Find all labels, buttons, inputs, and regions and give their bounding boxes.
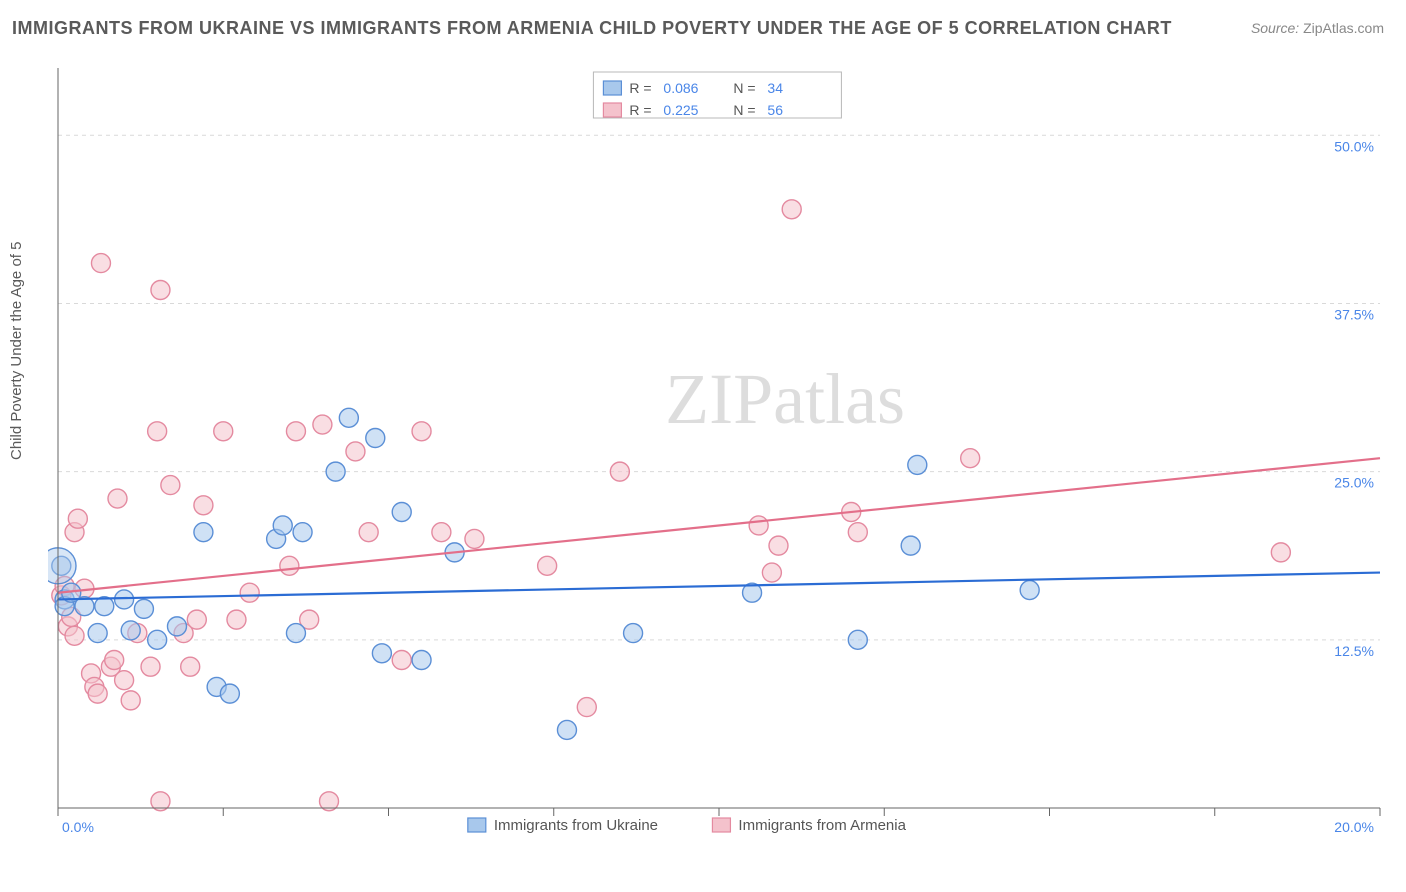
data-point-armenia [121,691,140,710]
data-point-ukraine [372,644,391,663]
bottom-legend-swatch-ukraine [468,818,486,832]
legend-n-label: N = [733,102,755,118]
y-tick-label: 25.0% [1334,475,1374,491]
x-tick-label: 20.0% [1334,819,1374,835]
data-point-armenia [108,489,127,508]
data-point-armenia [1271,543,1290,562]
data-point-armenia [392,651,411,670]
data-point-armenia [181,657,200,676]
data-point-armenia [610,462,629,481]
data-point-armenia [151,281,170,300]
data-point-armenia [749,516,768,535]
data-point-ukraine [557,720,576,739]
data-point-ukraine [901,536,920,555]
data-point-armenia [432,523,451,542]
chart-area: 12.5% 25.0% 37.5% 50.0% 0.0% 20.0% ZIPatlas R =… [48,60,1388,840]
bottom-legend-swatch-armenia [712,818,730,832]
data-point-armenia [346,442,365,461]
data-point-ukraine-large [48,548,76,584]
data-point-armenia [240,583,259,602]
data-point-armenia [577,698,596,717]
data-point-armenia [91,254,110,273]
data-point-ukraine [148,630,167,649]
legend-n-value: 56 [767,102,783,118]
data-point-armenia [148,422,167,441]
data-point-armenia [286,422,305,441]
legend-swatch-ukraine [603,81,621,95]
data-point-armenia [187,610,206,629]
source-value: ZipAtlas.com [1303,20,1384,36]
legend-n-label: N = [733,80,755,96]
data-point-armenia [65,626,84,645]
legend-n-value: 34 [767,80,783,96]
data-point-armenia [227,610,246,629]
data-point-ukraine [1020,581,1039,600]
y-axis-label: Child Poverty Under the Age of 5 [8,242,25,460]
chart-title: IMMIGRANTS FROM UKRAINE VS IMMIGRANTS FR… [12,18,1172,39]
source-credit: Source: ZipAtlas.com [1251,20,1384,36]
legend-r-label: R = [629,80,651,96]
legend-r-label: R = [629,102,651,118]
source-label: Source: [1251,20,1299,36]
data-point-armenia [762,563,781,582]
x-tick-label: 0.0% [62,819,94,835]
data-point-armenia [465,529,484,548]
data-point-ukraine [88,624,107,643]
data-point-ukraine [412,651,431,670]
data-point-armenia [88,684,107,703]
data-point-ukraine [194,523,213,542]
data-point-armenia [769,536,788,555]
data-point-ukraine [624,624,643,643]
legend-swatch-armenia [603,103,621,117]
legend-r-value: 0.225 [663,102,698,118]
legend-r-value: 0.086 [663,80,698,96]
y-tick-label: 37.5% [1334,306,1374,322]
data-point-armenia [115,671,134,690]
data-point-armenia [68,509,87,528]
data-point-ukraine [848,630,867,649]
data-point-ukraine [908,455,927,474]
data-point-armenia [105,651,124,670]
data-point-armenia [782,200,801,219]
data-point-armenia [280,556,299,575]
scatter-chart: 12.5% 25.0% 37.5% 50.0% 0.0% 20.0% ZIPatlas R =… [48,60,1388,840]
data-point-armenia [359,523,378,542]
data-point-armenia [141,657,160,676]
data-point-armenia [538,556,557,575]
data-point-ukraine [326,462,345,481]
data-point-armenia [161,476,180,495]
trendline-armenia [58,458,1380,593]
data-point-ukraine [121,621,140,640]
bottom-legend-label-ukraine: Immigrants from Ukraine [494,817,658,834]
data-point-armenia [848,523,867,542]
data-point-ukraine [286,624,305,643]
data-point-ukraine [366,429,385,448]
data-point-armenia [412,422,431,441]
data-point-armenia [961,449,980,468]
data-point-ukraine [134,599,153,618]
data-point-ukraine [293,523,312,542]
y-tick-label: 12.5% [1334,643,1374,659]
bottom-legend-label-armenia: Immigrants from Armenia [738,817,906,834]
data-point-ukraine [220,684,239,703]
data-point-ukraine [273,516,292,535]
data-point-ukraine [339,408,358,427]
data-point-armenia [214,422,233,441]
watermark: ZIPatlas [665,359,905,439]
data-point-armenia [313,415,332,434]
data-point-ukraine [392,503,411,522]
data-point-ukraine [115,590,134,609]
data-point-armenia [194,496,213,515]
data-point-ukraine [167,617,186,636]
y-tick-label: 50.0% [1334,138,1374,154]
